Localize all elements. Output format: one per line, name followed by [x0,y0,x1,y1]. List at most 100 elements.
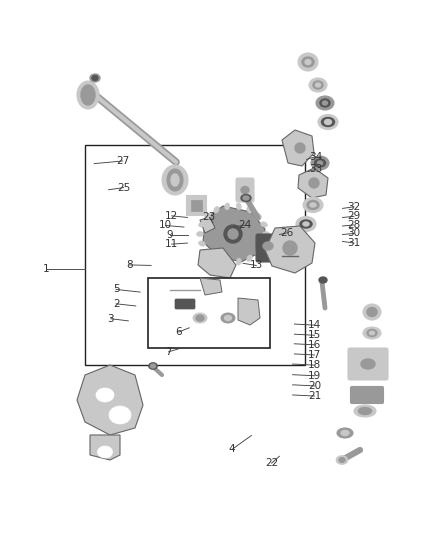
Polygon shape [200,217,215,233]
Ellipse shape [295,143,305,153]
Ellipse shape [322,101,328,105]
Text: 17: 17 [308,350,321,360]
Text: 12: 12 [165,211,178,221]
Ellipse shape [109,406,131,424]
Ellipse shape [247,206,252,213]
Text: 23: 23 [203,213,216,222]
Text: 24: 24 [238,221,251,230]
Ellipse shape [236,203,241,210]
Ellipse shape [261,222,268,227]
Ellipse shape [309,178,319,188]
Ellipse shape [363,304,381,320]
Ellipse shape [337,428,353,438]
Ellipse shape [283,241,297,255]
Ellipse shape [341,431,349,435]
Text: 20: 20 [308,381,321,391]
Polygon shape [77,365,143,435]
FancyBboxPatch shape [191,199,201,211]
Ellipse shape [296,216,316,231]
Ellipse shape [77,81,99,109]
Ellipse shape [367,308,377,317]
Ellipse shape [318,115,338,130]
Ellipse shape [310,203,316,207]
Ellipse shape [363,327,381,339]
Ellipse shape [298,53,318,71]
Text: 18: 18 [308,360,321,370]
Text: 30: 30 [347,229,360,238]
Ellipse shape [247,255,252,262]
Text: 1: 1 [42,264,49,274]
Ellipse shape [225,203,230,210]
Ellipse shape [361,359,375,369]
Ellipse shape [318,161,322,165]
Ellipse shape [214,255,219,262]
Ellipse shape [171,174,179,186]
Text: 11: 11 [165,239,178,249]
Ellipse shape [148,362,158,369]
Ellipse shape [255,249,261,255]
Ellipse shape [241,195,251,201]
Ellipse shape [302,57,314,67]
Text: 26: 26 [280,228,293,238]
Ellipse shape [198,241,205,246]
FancyBboxPatch shape [186,195,206,215]
Ellipse shape [243,196,249,200]
Ellipse shape [92,76,98,80]
Ellipse shape [262,231,269,237]
Text: 19: 19 [308,371,321,381]
FancyBboxPatch shape [175,299,195,309]
Ellipse shape [316,96,334,110]
Ellipse shape [224,225,242,243]
FancyBboxPatch shape [348,348,388,380]
Text: 16: 16 [308,340,321,350]
Text: 13: 13 [250,261,263,270]
Ellipse shape [205,213,211,219]
Text: 14: 14 [308,320,321,330]
Text: 21: 21 [308,391,321,401]
Ellipse shape [307,200,319,209]
Ellipse shape [314,159,325,167]
Polygon shape [90,435,120,460]
Ellipse shape [81,85,95,105]
Text: 25: 25 [117,183,130,192]
Ellipse shape [98,446,113,458]
Bar [148,278,270,348]
Ellipse shape [96,388,114,402]
FancyBboxPatch shape [256,234,280,262]
Ellipse shape [162,165,188,195]
Ellipse shape [193,313,207,323]
Ellipse shape [303,222,309,226]
Ellipse shape [198,222,205,227]
Ellipse shape [221,313,235,323]
Ellipse shape [354,405,376,417]
Ellipse shape [90,74,100,82]
Text: 27: 27 [116,156,129,166]
Ellipse shape [197,231,204,237]
Ellipse shape [321,117,335,126]
Ellipse shape [225,258,230,265]
Text: 5: 5 [113,285,120,294]
Ellipse shape [214,206,219,213]
Text: 4: 4 [229,445,236,454]
Ellipse shape [319,277,327,283]
Polygon shape [282,130,314,166]
Ellipse shape [315,83,321,87]
Ellipse shape [358,408,371,415]
Ellipse shape [241,187,249,193]
FancyBboxPatch shape [350,386,384,403]
Polygon shape [298,168,328,198]
Ellipse shape [255,213,261,219]
Ellipse shape [151,364,155,368]
Text: 33: 33 [309,165,322,174]
Text: 9: 9 [166,230,173,239]
Ellipse shape [225,316,232,320]
Text: 34: 34 [309,152,322,161]
Text: 3: 3 [107,314,114,324]
Ellipse shape [367,329,377,336]
Ellipse shape [205,249,211,255]
FancyBboxPatch shape [236,178,254,202]
Ellipse shape [305,60,311,64]
Polygon shape [265,226,315,273]
Ellipse shape [339,458,345,462]
Ellipse shape [309,78,327,92]
